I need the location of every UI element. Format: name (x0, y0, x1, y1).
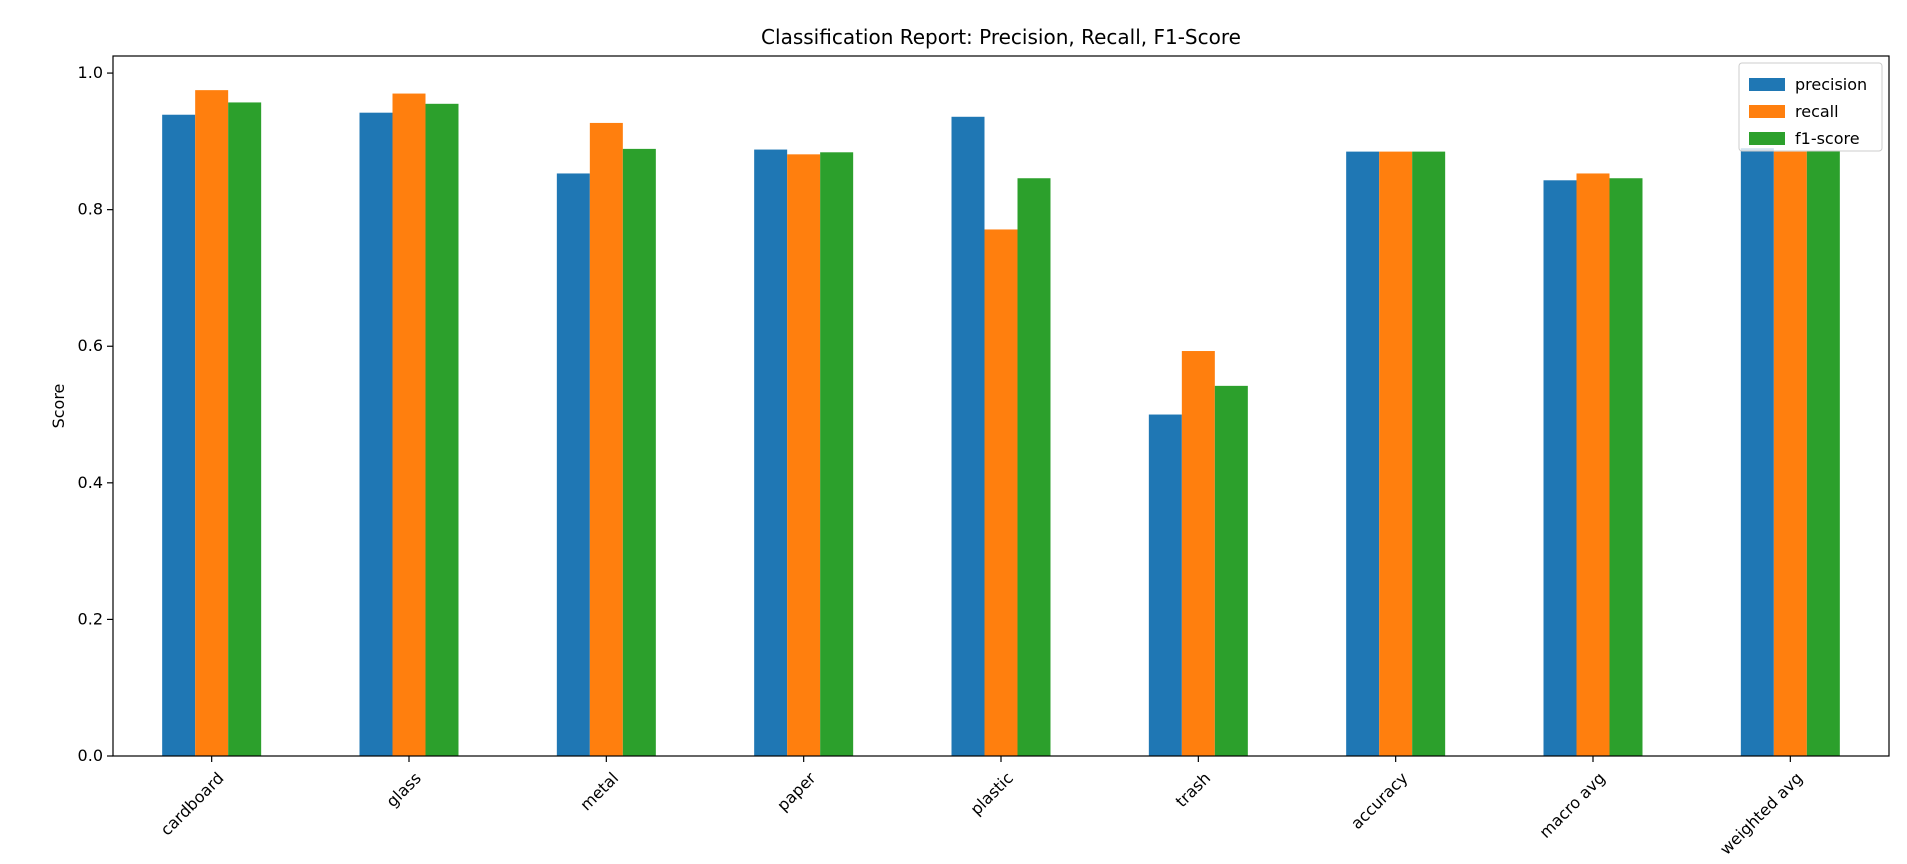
bar-recall-plastic (984, 229, 1018, 757)
bar-recall-trash (1181, 351, 1215, 756)
legend: precision recall f1-score (1738, 62, 1883, 152)
bar-recall-glass (392, 93, 426, 756)
bar-precision-paper (754, 149, 788, 756)
bars-layer (162, 90, 1840, 757)
bar-f1-score-weighted-avg (1806, 150, 1840, 757)
bar-precision-macro-avg (1543, 180, 1577, 757)
legend-swatch-precision (1749, 78, 1785, 91)
bar-f1-score-accuracy (1412, 151, 1446, 757)
bar-precision-glass (359, 112, 393, 757)
x-tick-label: cardboard (157, 768, 228, 839)
bar-precision-cardboard (162, 114, 196, 757)
bar-f1-score-metal (622, 148, 656, 756)
bar-f1-score-macro-avg (1609, 178, 1643, 756)
y-tick-label: 1.0 (78, 63, 103, 82)
bar-recall-paper (787, 154, 821, 757)
legend-label-precision: precision (1795, 75, 1867, 94)
legend-label-f1-score: f1-score (1795, 129, 1860, 148)
bar-precision-trash (1148, 414, 1182, 756)
y-tick-label: 0.4 (78, 473, 103, 492)
bar-precision-metal (556, 173, 590, 757)
bar-recall-accuracy (1379, 151, 1413, 757)
x-tick-label: plastic (966, 768, 1016, 818)
bar-precision-weighted-avg (1740, 148, 1774, 756)
legend-label-recall: recall (1795, 102, 1839, 121)
x-tick-label: accuracy (1347, 768, 1411, 832)
x-tick-label: weighted avg (1716, 768, 1806, 858)
bar-f1-score-paper (820, 152, 854, 757)
x-tick-label: macro avg (1536, 768, 1609, 841)
bar-f1-score-cardboard (228, 102, 262, 756)
legend-swatch-f1-score (1749, 132, 1785, 145)
x-tick-label: metal (576, 768, 622, 814)
y-tick-label: 0.8 (78, 200, 103, 219)
bar-recall-cardboard (195, 90, 229, 756)
bar-recall-weighted-avg (1773, 151, 1807, 757)
y-tick-label: 0.0 (78, 746, 103, 765)
y-axis-label: Score (49, 384, 68, 429)
x-tick-label: glass (382, 768, 424, 810)
bar-precision-plastic (951, 116, 985, 756)
x-tick-label: paper (773, 768, 820, 815)
legend-swatch-recall (1749, 105, 1785, 118)
bar-f1-score-plastic (1017, 178, 1051, 756)
y-tick-label: 0.6 (78, 336, 103, 355)
bar-precision-accuracy (1346, 151, 1380, 757)
bar-f1-score-glass (425, 103, 459, 757)
chart-title: Classification Report: Precision, Recall… (761, 25, 1241, 49)
bar-f1-score-trash (1214, 385, 1248, 756)
y-tick-label: 0.2 (78, 609, 103, 628)
bar-recall-macro-avg (1576, 173, 1610, 757)
bar-recall-metal (589, 122, 623, 757)
x-tick-label: trash (1172, 768, 1215, 811)
